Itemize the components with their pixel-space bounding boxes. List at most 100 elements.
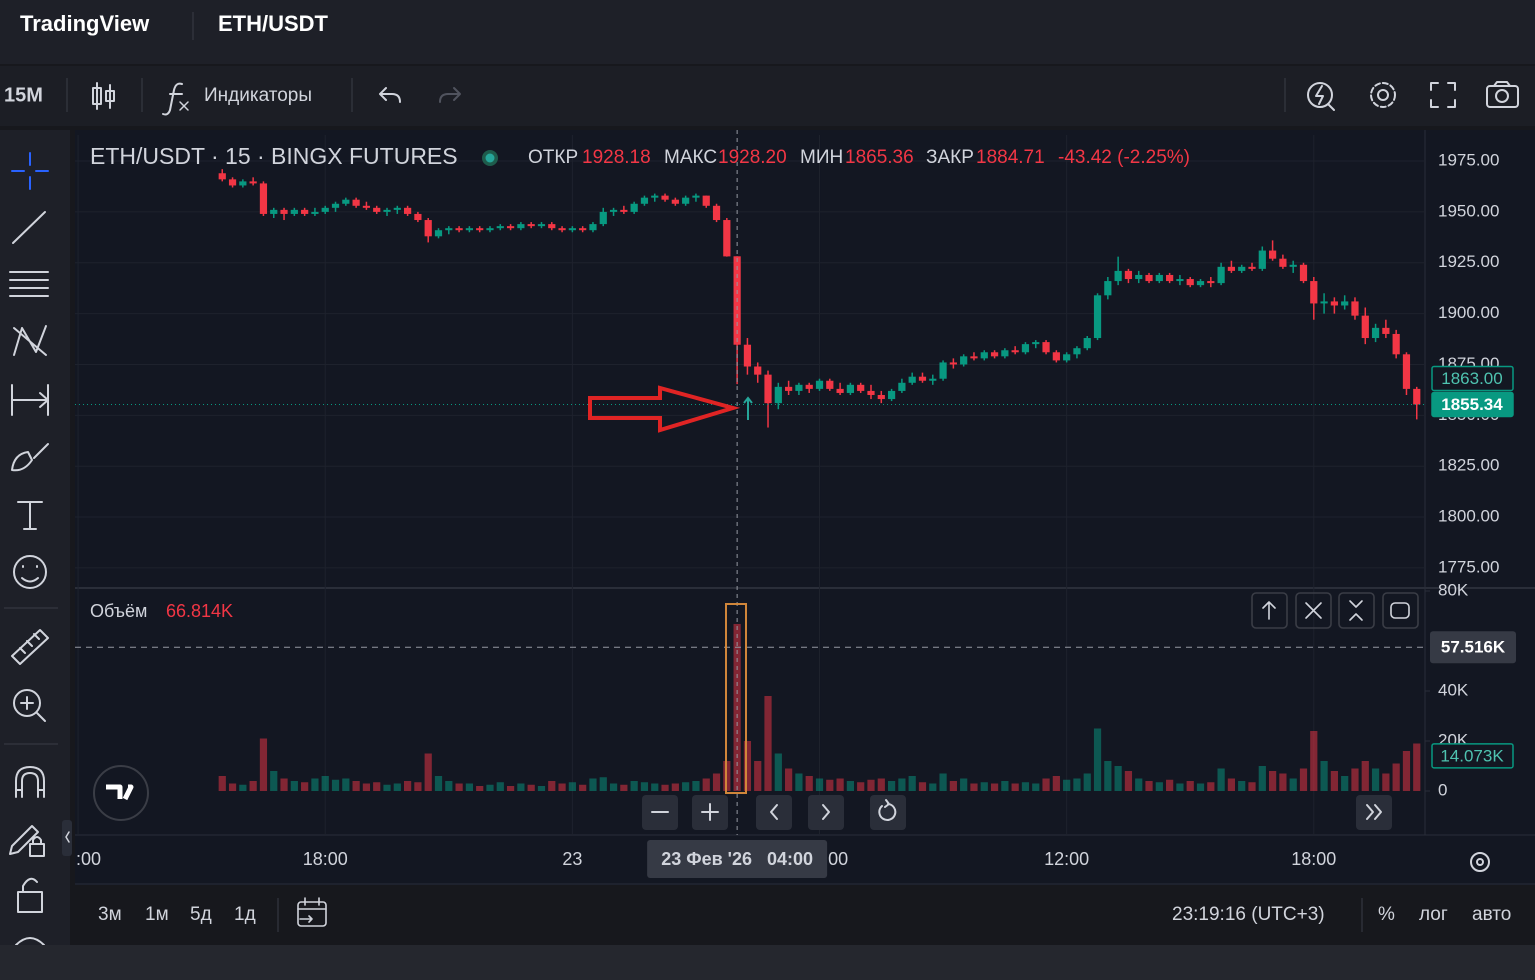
volume-bar (980, 782, 988, 791)
volume-value: 66.814K (166, 601, 233, 621)
pattern-tool[interactable] (13, 325, 47, 356)
auto-button[interactable]: авто (1472, 904, 1511, 925)
zoom-tool[interactable] (13, 689, 41, 717)
undo-button[interactable] (379, 87, 401, 103)
close-pane-button[interactable] (1295, 592, 1332, 629)
candle-body (846, 384, 855, 393)
volume-bar (1104, 761, 1112, 791)
collapse-pane-button[interactable] (1338, 592, 1375, 629)
candle-body (1093, 295, 1102, 339)
volume-bar (1083, 773, 1091, 791)
icon (1305, 602, 1322, 619)
volume-bar (1155, 782, 1163, 791)
percent-button[interactable]: % (1378, 904, 1395, 925)
reset-button[interactable] (870, 795, 906, 830)
settings-button[interactable] (1370, 82, 1396, 108)
interval-button[interactable]: 15M (4, 84, 43, 106)
volume-bar (599, 777, 607, 791)
candle-body (434, 230, 443, 237)
candle-body (836, 388, 844, 393)
candle-body (1341, 301, 1349, 306)
candle-body (558, 228, 566, 231)
magnet-tool[interactable] (15, 766, 45, 798)
legend-field: МАКС (664, 147, 717, 168)
fullscreen-button[interactable] (1430, 82, 1456, 108)
log-button[interactable]: лог (1419, 904, 1448, 925)
volume-bar (434, 776, 443, 791)
brush-tool[interactable] (11, 443, 49, 472)
candle-body (826, 380, 834, 389)
y-tick-label: 1800.00 (1438, 507, 1499, 526)
candle-body (815, 380, 824, 389)
legend-value: 1884.71 (976, 147, 1045, 168)
candle-body (908, 376, 916, 383)
volume-indicator-box (1431, 743, 1514, 769)
scroll-left-button[interactable] (756, 795, 792, 830)
volume-bar (702, 778, 710, 791)
trendline-tool[interactable] (12, 211, 46, 244)
chart-type-button[interactable] (92, 82, 115, 110)
emoji-tool[interactable] (13, 555, 47, 589)
volume-bar (651, 783, 659, 791)
candle-body (321, 207, 329, 212)
candle-body (1124, 270, 1133, 280)
y-tick-label: 1900.00 (1438, 303, 1499, 322)
ruler-tool[interactable] (11, 629, 49, 665)
volume-bar (1052, 776, 1060, 791)
redo-button[interactable] (439, 87, 461, 103)
volume-bar (671, 783, 679, 791)
symbol-tab[interactable]: ETH/USDT (218, 11, 329, 36)
x-tick-label: 12:00 (1044, 849, 1089, 869)
volume-bar (1330, 771, 1338, 791)
candle-body (280, 209, 288, 214)
goto-date-button[interactable] (297, 897, 327, 927)
candle-body (805, 384, 813, 389)
volume-bar (1032, 783, 1040, 791)
clock[interactable]: 23:19:16 (UTC+3) (1172, 904, 1325, 925)
crosshair-volume-label: 57.516K (1441, 638, 1506, 657)
indicators-icon[interactable] (162, 82, 189, 116)
legend-value: 1928.20 (718, 147, 787, 168)
volume-bar (867, 779, 875, 791)
screenshot-button[interactable] (1486, 81, 1519, 108)
range-button[interactable]: 1д (234, 904, 256, 925)
text-tool[interactable] (17, 501, 43, 530)
candle-body (301, 209, 309, 214)
volume-bar (1217, 768, 1225, 791)
volume-bar (270, 771, 278, 791)
volume-bar (990, 783, 999, 791)
axis-settings-button[interactable] (1470, 852, 1490, 872)
lock-drawings-tool[interactable] (9, 825, 45, 857)
scroll-right-button[interactable] (808, 795, 844, 830)
more-tool[interactable] (15, 937, 45, 946)
candle-body (1279, 258, 1287, 267)
x-tick-label: 00 (828, 849, 848, 869)
unlock-tool[interactable] (17, 877, 43, 913)
maximize-pane-button[interactable] (1382, 592, 1419, 629)
volume-bar (1413, 743, 1421, 791)
scroll-to-end-button[interactable] (1356, 795, 1392, 830)
range-button[interactable]: 3м (98, 904, 122, 925)
candle-body (960, 356, 968, 365)
volume-bar (1073, 778, 1081, 791)
move-up-button[interactable] (1251, 592, 1288, 629)
fib-tool[interactable] (9, 271, 49, 297)
alert-button[interactable] (1307, 82, 1335, 111)
range-button[interactable]: 1м (145, 904, 169, 925)
candle-body (1196, 281, 1205, 286)
indicators-button[interactable]: Индикаторы (204, 85, 312, 106)
candle-body (640, 197, 649, 204)
candle-body (1310, 281, 1318, 304)
candle-body (1351, 301, 1359, 316)
y-tick-label: 1975.00 (1438, 151, 1499, 170)
volume-bar (939, 773, 947, 791)
candle-body (774, 386, 782, 404)
candle-body (517, 224, 525, 229)
volume-bar (259, 738, 268, 791)
candle-body (867, 390, 875, 395)
crosshair-tool[interactable] (11, 152, 49, 190)
volume-bar (692, 781, 700, 791)
candle-body (331, 203, 340, 208)
measure-tool[interactable] (11, 384, 49, 416)
range-button[interactable]: 5д (190, 904, 212, 925)
